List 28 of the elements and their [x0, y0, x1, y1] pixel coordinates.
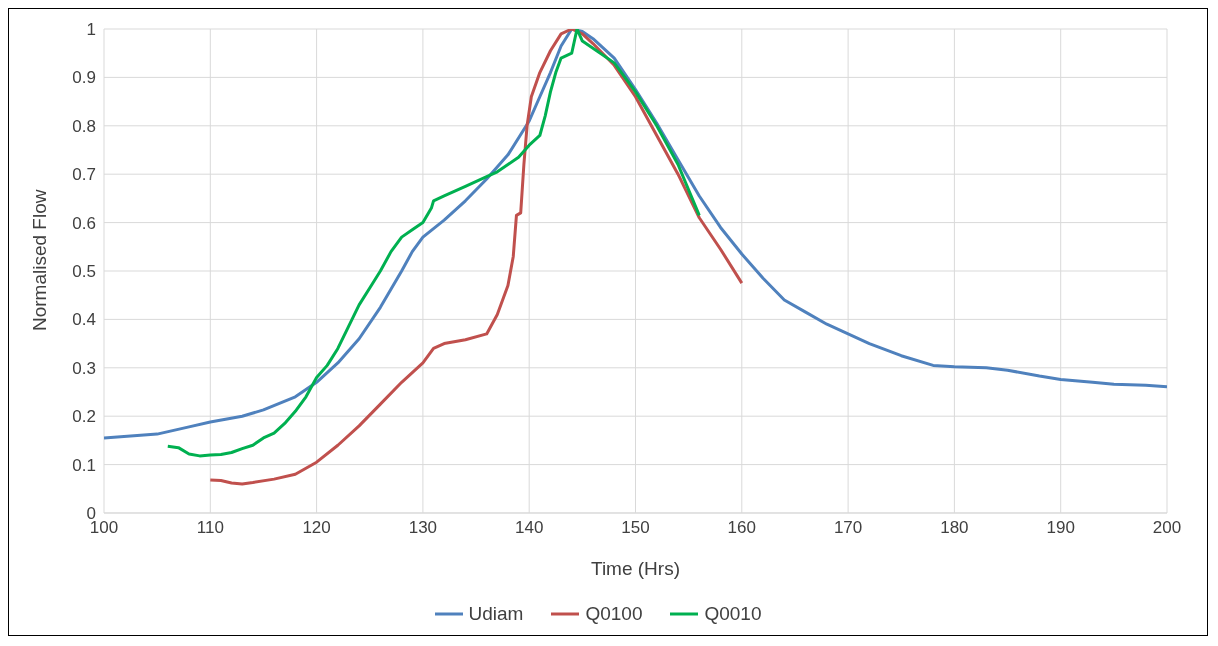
x-tick-label: 100 [89, 518, 119, 538]
x-axis-title: Time (Hrs) [591, 558, 680, 579]
x-tick-label: 190 [1046, 518, 1075, 538]
x-tick-label: 130 [408, 518, 438, 538]
x-tick-label: 110 [196, 518, 224, 538]
y-tick-label: 0.6 [72, 213, 96, 233]
y-tick-label: 0.4 [72, 310, 96, 330]
legend-label: Udiam [468, 603, 524, 625]
x-tick-label: 200 [1152, 518, 1182, 538]
x-tick-label: 170 [833, 518, 863, 538]
y-tick-label: 1 [86, 20, 96, 40]
y-tick-label: 0.2 [72, 407, 96, 427]
y-tick-label: 0.8 [72, 116, 96, 136]
y-tick-label: 0.7 [72, 165, 96, 185]
legend-label: Q0100 [585, 603, 643, 625]
x-tick-label: 120 [302, 518, 331, 538]
legend-label: Q0010 [704, 603, 762, 625]
x-tick-label: 160 [727, 518, 756, 538]
line-series [166, 29, 701, 458]
y-tick-label: 0.3 [72, 358, 96, 378]
y-tick-label: 0.5 [72, 262, 96, 282]
x-tick-label: 140 [515, 518, 544, 538]
line-series [208, 29, 744, 486]
y-axis-title: Normalised Flow [28, 189, 50, 331]
y-tick-label: 0.9 [72, 68, 96, 88]
y-tick-label: 0.1 [72, 455, 96, 475]
x-tick-label: 150 [621, 518, 650, 538]
x-tick-label: 180 [940, 518, 969, 538]
